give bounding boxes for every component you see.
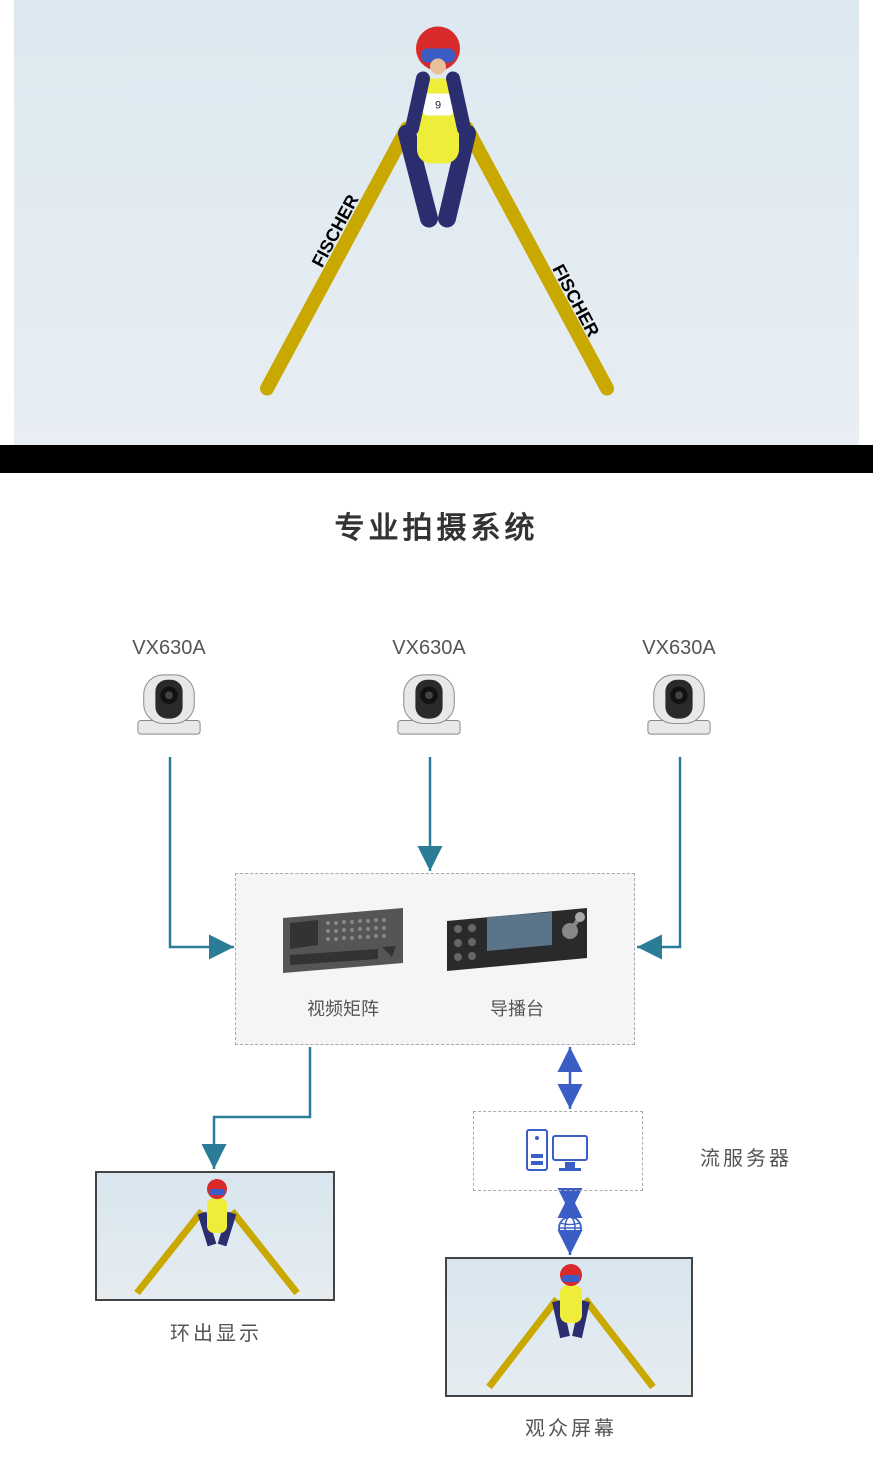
loopout-thumb-content [97, 1173, 335, 1301]
ptz-camera-icon [130, 670, 208, 738]
arrow-to-loopout [214, 1047, 310, 1169]
hero-section: FISCHER FISCHER 9 [0, 0, 873, 445]
stream-server-box [473, 1111, 643, 1191]
camera-2-label: VX630A [390, 637, 468, 660]
loopout-label: 环出显示 [170, 1317, 262, 1346]
audience-thumb-content [447, 1259, 693, 1397]
audience-label: 观众屏幕 [525, 1412, 617, 1441]
camera-1: VX630A [130, 637, 208, 743]
director-console-label: 导播台 [442, 995, 592, 1021]
hero-image: FISCHER FISCHER 9 [14, 0, 859, 445]
arrow-cam-right [637, 757, 680, 947]
audience-screen [445, 1257, 693, 1397]
arrow-cam-left [170, 757, 234, 947]
ptz-camera-icon [640, 670, 718, 738]
camera-3: VX630A [640, 637, 718, 743]
skier-figure: FISCHER FISCHER 9 [207, 8, 667, 398]
video-matrix-label: 视频矩阵 [278, 995, 408, 1021]
stream-server-label: 流服务器 [700, 1142, 792, 1171]
loopout-display [95, 1171, 335, 1301]
video-matrix-icon [278, 903, 408, 978]
system-diagram: VX630A VX630A VX630A [0, 557, 873, 1477]
globe-icon [557, 1215, 583, 1241]
bib-number: 9 [434, 99, 440, 111]
director-console: 导播台 [442, 903, 592, 1021]
ptz-camera-icon [390, 670, 468, 738]
director-console-icon [442, 903, 592, 978]
camera-1-label: VX630A [130, 637, 208, 660]
server-icon [523, 1126, 593, 1176]
diagram-title: 专业拍摄系统 [0, 473, 873, 557]
camera-3-label: VX630A [640, 637, 718, 660]
processing-box: 视频矩阵 导播台 [235, 873, 635, 1045]
camera-2: VX630A [390, 637, 468, 743]
divider-strip [0, 445, 873, 473]
video-matrix: 视频矩阵 [278, 903, 408, 1021]
